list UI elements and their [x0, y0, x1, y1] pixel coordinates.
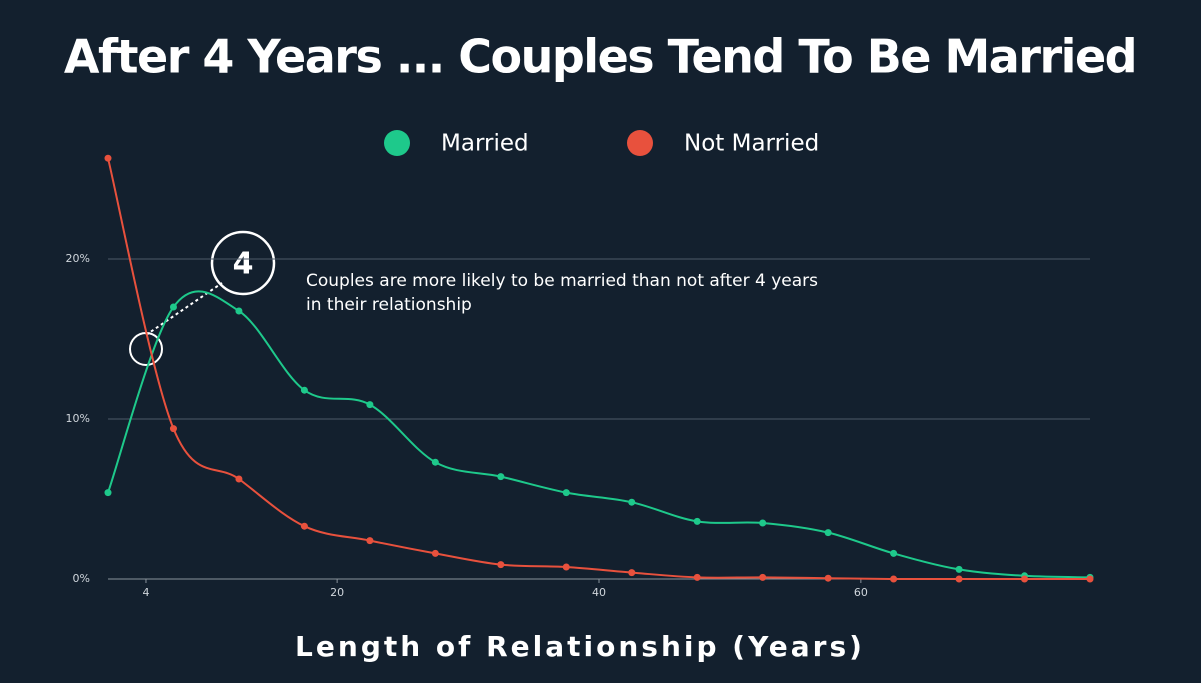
data-point [235, 475, 243, 483]
legend-marker [627, 130, 653, 156]
data-point [890, 575, 898, 583]
data-point [104, 489, 112, 497]
data-point [497, 473, 505, 481]
data-point [562, 489, 570, 497]
x-tick-label: 60 [854, 586, 868, 599]
legend-label: Married [441, 131, 529, 157]
data-point [628, 569, 636, 577]
data-point [104, 154, 112, 162]
data-point [693, 573, 701, 581]
data-point [628, 498, 636, 506]
data-point [693, 517, 701, 525]
annotation-text: in their relationship [306, 295, 472, 315]
annotation-text: Couples are more likely to be married th… [306, 271, 818, 291]
x-tick-label: 20 [330, 586, 344, 599]
data-point [169, 425, 177, 433]
data-point [759, 519, 767, 527]
annotation-badge: 4 [233, 247, 254, 282]
data-point [431, 458, 439, 466]
chart-title: After 4 Years ... Couples Tend To Be Mar… [64, 30, 1136, 84]
x-axis-label: Length of Relationship (Years) [295, 630, 865, 663]
data-point [1021, 575, 1029, 583]
data-point [955, 565, 963, 573]
legend-label: Not Married [684, 131, 819, 157]
data-point [169, 303, 177, 311]
x-tick-label: 4 [142, 586, 149, 599]
y-tick-label: 10% [66, 412, 90, 425]
data-point [366, 537, 374, 545]
data-point [890, 549, 898, 557]
data-point [759, 573, 767, 581]
data-point [497, 561, 505, 569]
data-point [300, 522, 308, 530]
data-point [824, 574, 832, 582]
data-point [955, 575, 963, 583]
y-tick-label: 0% [73, 572, 90, 585]
data-point [300, 386, 308, 394]
data-point [562, 563, 570, 571]
y-tick-label: 20% [66, 252, 90, 265]
annotation-badge-ring [210, 230, 276, 296]
data-point [1086, 575, 1094, 583]
data-point [431, 549, 439, 557]
legend-marker [384, 130, 410, 156]
data-point [366, 401, 374, 409]
x-tick-label: 40 [592, 586, 606, 599]
data-point [824, 529, 832, 537]
data-point [235, 307, 243, 315]
